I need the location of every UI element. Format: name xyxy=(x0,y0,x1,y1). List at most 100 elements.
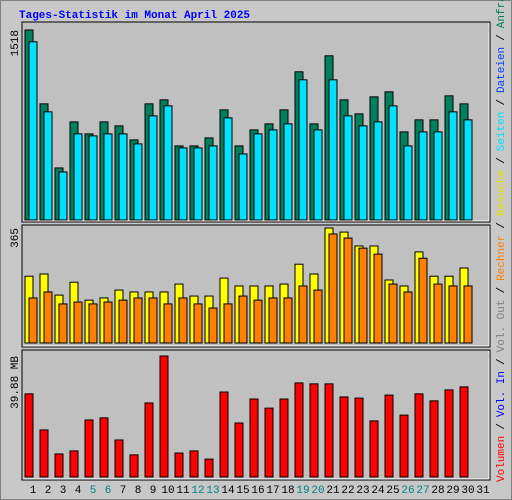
bar xyxy=(163,303,173,344)
bar xyxy=(204,458,214,478)
bar xyxy=(264,407,274,478)
x-tick-label: 8 xyxy=(135,485,142,497)
bar xyxy=(73,301,83,344)
bar xyxy=(343,237,353,344)
bar xyxy=(298,79,308,221)
x-tick-label: 30 xyxy=(461,485,474,497)
y-tick-label: 365 xyxy=(10,228,22,248)
x-tick-label: 5 xyxy=(90,485,97,497)
bar xyxy=(448,285,458,344)
bar xyxy=(133,143,143,221)
bar xyxy=(178,297,188,344)
legend-item: Rechner xyxy=(496,235,508,281)
bar xyxy=(238,153,248,221)
legend-item: Besuche xyxy=(496,170,508,216)
bar xyxy=(433,131,443,221)
legend-separator: / xyxy=(496,358,508,365)
bar xyxy=(43,111,53,221)
bar xyxy=(388,105,398,221)
bar xyxy=(54,453,64,478)
bar xyxy=(253,133,263,221)
bar xyxy=(429,400,439,478)
bar xyxy=(129,454,139,478)
bar xyxy=(358,247,368,344)
bar xyxy=(43,291,53,344)
bar xyxy=(148,297,158,344)
x-tick-label: 21 xyxy=(326,485,340,497)
bar xyxy=(88,135,98,221)
x-tick-label: 29 xyxy=(446,485,459,497)
x-tick-label: 27 xyxy=(416,485,429,497)
x-tick-label: 20 xyxy=(311,485,324,497)
x-tick-label: 2 xyxy=(45,485,52,497)
legend-separator: / xyxy=(496,34,508,41)
x-tick-label: 3 xyxy=(60,485,67,497)
legend-item: Volumen xyxy=(496,436,508,482)
bar xyxy=(103,301,113,344)
bar xyxy=(294,382,304,478)
bar xyxy=(328,233,338,344)
bar xyxy=(309,383,319,478)
x-tick-label: 10 xyxy=(161,485,174,497)
bar xyxy=(58,303,68,344)
bar xyxy=(388,283,398,344)
x-tick-label: 23 xyxy=(356,485,369,497)
x-tick-label: 9 xyxy=(150,485,157,497)
x-tick-label: 13 xyxy=(206,485,219,497)
x-tick-label: 31 xyxy=(476,485,490,497)
bar xyxy=(58,171,68,221)
bar xyxy=(399,414,409,478)
x-tick-label: 22 xyxy=(341,485,354,497)
legend-item: Dateien xyxy=(496,47,508,93)
x-tick-label: 18 xyxy=(281,485,294,497)
bar xyxy=(114,439,124,478)
bar xyxy=(174,452,184,478)
bar xyxy=(219,391,229,478)
bar xyxy=(84,419,94,478)
legend-separator: / xyxy=(496,222,508,229)
bar xyxy=(373,253,383,344)
bar xyxy=(189,450,199,478)
legend-separator: / xyxy=(496,157,508,164)
x-tick-label: 15 xyxy=(236,485,249,497)
x-tick-label: 14 xyxy=(221,485,235,497)
x-tick-label: 16 xyxy=(251,485,264,497)
bar xyxy=(448,111,458,221)
x-tick-label: 28 xyxy=(431,485,444,497)
bar xyxy=(193,147,203,221)
bar xyxy=(313,129,323,221)
bar xyxy=(28,41,38,221)
y-tick-label: 1518 xyxy=(10,30,22,56)
legend-item: Vol. In xyxy=(496,371,508,417)
bar xyxy=(459,386,469,478)
x-tick-label: 12 xyxy=(191,485,204,497)
bar xyxy=(193,303,203,344)
bar xyxy=(268,129,278,221)
bar xyxy=(118,133,128,221)
chart-title: Tages-Statistik im Monat April 2025 xyxy=(19,10,250,22)
bar xyxy=(283,123,293,221)
bar xyxy=(433,283,443,344)
side-legend: Volumen / Vol. In / Vol. Out / Rechner / Besuche… xyxy=(496,0,508,482)
legend-item: Anfragen xyxy=(496,0,508,28)
bar xyxy=(298,285,308,344)
legend-item: Seiten xyxy=(496,112,508,152)
bar xyxy=(283,297,293,344)
y-tick-label: 39.88 MB xyxy=(10,356,22,409)
bar xyxy=(463,285,473,344)
bar xyxy=(463,119,473,221)
bar xyxy=(148,115,158,221)
x-tick-label: 11 xyxy=(176,485,190,497)
bar xyxy=(24,393,34,478)
bar xyxy=(418,131,428,221)
bar xyxy=(99,417,109,478)
bar xyxy=(28,297,38,344)
bar xyxy=(339,396,349,478)
bar xyxy=(354,397,364,478)
bar xyxy=(234,422,244,478)
bar xyxy=(328,79,338,221)
bar xyxy=(39,429,49,478)
bar xyxy=(403,291,413,344)
bar xyxy=(313,289,323,344)
bar xyxy=(159,355,169,478)
